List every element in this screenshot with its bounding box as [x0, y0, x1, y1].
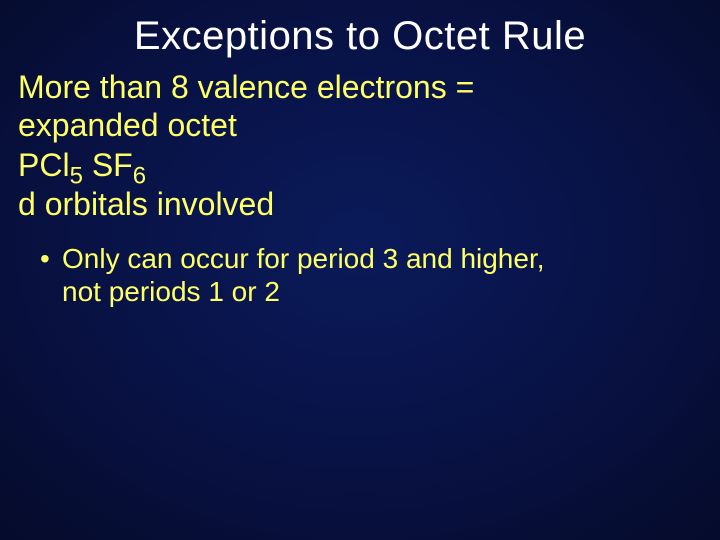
text-expanded-octet: expanded octet: [18, 107, 237, 143]
bullet-text-line-2: not periods 1 or 2: [62, 276, 280, 307]
slide-body: More than 8 valence electrons = expanded…: [0, 69, 720, 308]
bullet-item: • Only can occur for period 3 and higher…: [62, 242, 682, 308]
text-more-than: More than 8 valence electrons =: [18, 69, 474, 105]
body-line-1: More than 8 valence electrons = expanded…: [18, 69, 702, 145]
formula-line: PCl5 SF6: [18, 147, 702, 185]
bullet-dot-icon: •: [40, 242, 50, 275]
formula-sf6-prefix: SF: [92, 147, 133, 183]
formula-sf6-sub: 6: [133, 162, 146, 189]
formula-pcl5-sub: 5: [70, 162, 83, 189]
body-line-d-orbitals: d orbitals involved: [18, 186, 702, 224]
formula-separator: [83, 147, 92, 183]
formula-pcl5-prefix: PCl: [18, 147, 70, 183]
bullet-text-line-1: Only can occur for period 3 and higher,: [62, 243, 545, 274]
slide: Exceptions to Octet Rule More than 8 val…: [0, 0, 720, 540]
slide-title: Exceptions to Octet Rule: [0, 14, 720, 59]
bullet-block: • Only can occur for period 3 and higher…: [18, 242, 702, 308]
